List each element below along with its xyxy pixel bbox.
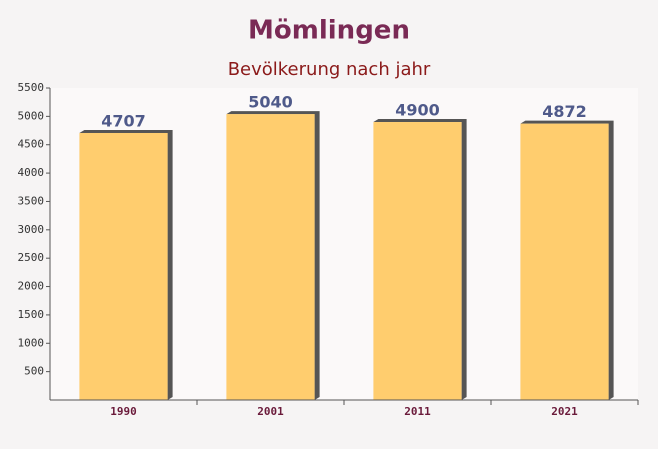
y-tick-label: 5000 xyxy=(18,109,45,122)
x-tick-label: 1990 xyxy=(110,405,137,418)
value-label: 4707 xyxy=(101,111,146,130)
x-tick-label: 2021 xyxy=(551,405,578,418)
y-tick-label: 3500 xyxy=(18,194,45,207)
y-tick-label: 2000 xyxy=(18,280,45,293)
bar xyxy=(373,122,462,400)
y-tick-label: 4500 xyxy=(18,138,45,151)
y-tick-label: 4000 xyxy=(18,166,45,179)
y-tick-label: 2500 xyxy=(18,251,45,264)
x-tick-label: 2001 xyxy=(257,405,284,418)
chart-title: Mömlingen xyxy=(248,16,410,46)
y-tick-label: 1000 xyxy=(18,336,45,349)
y-tick-label: 1500 xyxy=(18,308,45,321)
y-tick-label: 5500 xyxy=(18,81,45,94)
chart-subtitle: Bevölkerung nach jahr xyxy=(228,59,431,80)
bar xyxy=(226,114,315,400)
value-label: 5040 xyxy=(248,93,293,112)
y-tick-label: 500 xyxy=(24,365,44,378)
value-label: 4900 xyxy=(395,101,440,120)
x-tick-label: 2011 xyxy=(404,405,431,418)
y-tick-label: 3000 xyxy=(18,223,45,236)
value-label: 4872 xyxy=(542,102,587,121)
bar xyxy=(79,132,168,400)
bar xyxy=(520,123,609,400)
